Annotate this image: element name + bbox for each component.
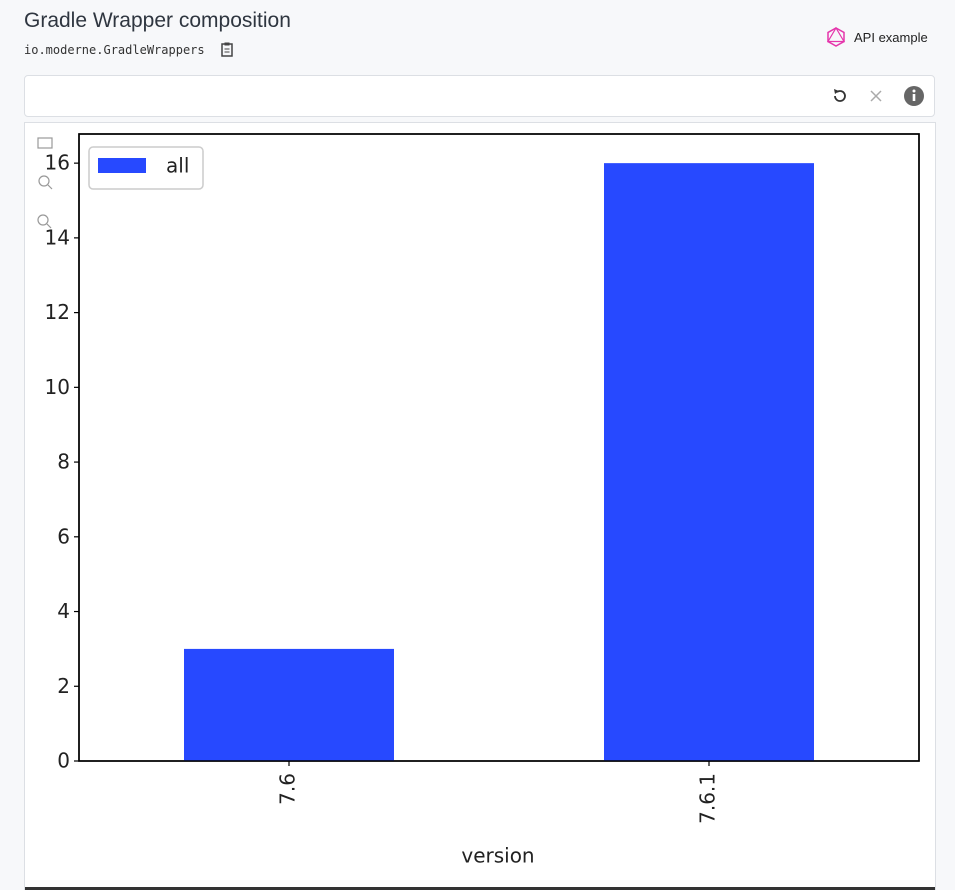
legend-label: all [166,154,189,178]
y-tick-label: 2 [57,674,70,698]
api-example-text: API example [854,30,928,45]
copy-icon[interactable] [220,42,234,57]
chart: version 0 2 4 6 8 10 12 14 16 7.6 7.6.1 all [37,133,920,868]
y-tick-label: 14 [45,225,70,249]
y-tick-label: 10 [45,375,70,399]
plot-frame-top [78,133,920,762]
x-axis-label: version [461,844,534,868]
y-tick-label: 6 [57,524,70,548]
chart-panel: version 0 2 4 6 8 10 12 14 16 7.6 7.6.1 all [24,122,936,890]
y-tick-label: 8 [57,450,70,474]
info-button[interactable] [903,85,925,107]
bar [604,163,814,762]
bar [184,648,394,761]
subtitle: io.moderne.GradleWrappers [24,42,234,57]
toolbar [24,75,935,117]
graphql-icon [826,26,846,47]
y-tick-label: 0 [57,749,70,773]
y-tick-label: 4 [57,599,70,623]
x-tick-label: 7.6 [276,773,300,805]
api-example-link[interactable]: API example [826,26,928,50]
y-tick-label: 12 [45,300,70,324]
page-title: Gradle Wrapper composition [24,9,291,32]
legend-swatch [98,158,146,173]
zoom-controls[interactable] [37,137,53,229]
clear-button[interactable] [868,88,884,104]
y-tick-label: 16 [45,151,70,175]
x-tick-label: 7.6.1 [696,773,720,824]
subtitle-text: io.moderne.GradleWrappers [24,43,205,57]
reload-button[interactable] [831,87,849,105]
